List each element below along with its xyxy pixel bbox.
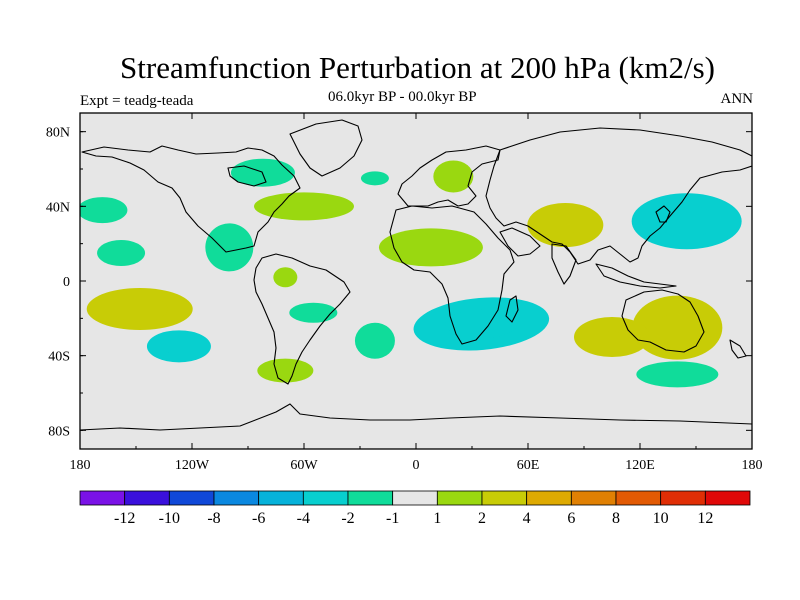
y-tick-label: 80N bbox=[46, 126, 70, 141]
colorbar-label: 2 bbox=[478, 510, 486, 527]
colorbar-swatch bbox=[258, 490, 304, 506]
indonesia-coast bbox=[595, 263, 677, 289]
hudson-bay-coast bbox=[227, 165, 267, 187]
antarctica-coast bbox=[80, 403, 752, 431]
axes: 180 120W 60W 0 60E 120E 180 80N 40N 0 40S 80S bbox=[46, 113, 763, 473]
anomaly-core-south-pacific-subtropical bbox=[111, 296, 168, 322]
coastlines bbox=[80, 119, 752, 431]
y-tick-label: 80S bbox=[48, 424, 70, 439]
anomaly-patagonia bbox=[257, 358, 314, 383]
madagascar-coast bbox=[505, 295, 519, 323]
colorbar-label: 8 bbox=[612, 510, 620, 527]
north-america-coast bbox=[81, 145, 301, 253]
asia-coast bbox=[485, 127, 752, 265]
colorbar-swatch bbox=[347, 490, 394, 506]
experiment-label: Expt = teadg-teada bbox=[80, 93, 194, 109]
anomaly-core-australia bbox=[655, 313, 700, 342]
colorbar-label: -10 bbox=[159, 510, 180, 527]
colorbar-swatch bbox=[213, 490, 260, 506]
colorbar: -12 -10 -8 -6 -4 -2 -1 1 2 4 6 8 10 12 bbox=[79, 490, 751, 527]
anomaly-central-america-west bbox=[205, 223, 254, 272]
colorbar-label: -1 bbox=[386, 510, 399, 527]
anomaly-southern-australia-ocean bbox=[636, 361, 719, 388]
anomaly-hudson-bay bbox=[230, 158, 295, 187]
period-label: 06.0kyr BP - 00.0kyr BP bbox=[328, 89, 477, 105]
colorbar-label: -6 bbox=[252, 510, 265, 527]
anomaly-south-america-north bbox=[273, 267, 298, 288]
colorbar-swatch bbox=[302, 490, 349, 506]
y-tick-label: 40N bbox=[46, 200, 70, 215]
contour-fields bbox=[80, 158, 742, 388]
colorbar-swatch bbox=[481, 490, 528, 506]
anomaly-north-pacific-east bbox=[80, 197, 128, 224]
colorbar-swatch bbox=[526, 490, 572, 506]
australia-coast bbox=[621, 289, 705, 353]
colorbar-label: -12 bbox=[114, 510, 135, 527]
colorbar-swatch bbox=[436, 490, 483, 506]
anomaly-iceland bbox=[360, 171, 389, 186]
anomaly-core-southern-indian-ocean bbox=[602, 331, 622, 343]
colorbar-label: -8 bbox=[207, 510, 220, 527]
anomaly-south-atlantic bbox=[354, 322, 395, 359]
japan-coast bbox=[655, 205, 671, 223]
x-tick-label: 60E bbox=[517, 458, 540, 473]
anomaly-north-america-east bbox=[254, 192, 354, 221]
x-tick-label: 180 bbox=[742, 458, 763, 473]
y-tick-label: 0 bbox=[63, 275, 70, 290]
colorbar-swatch bbox=[615, 490, 662, 506]
africa-coast bbox=[389, 205, 515, 345]
colorbar-swatch bbox=[704, 490, 751, 506]
colorbar-swatch bbox=[570, 490, 617, 506]
x-tick-label: 180 bbox=[70, 458, 91, 473]
chart-title: Streamfunction Perturbation at 200 hPa (… bbox=[120, 50, 715, 85]
new-zealand-coast bbox=[729, 339, 747, 359]
colorbar-swatch bbox=[124, 490, 170, 506]
arabia-coast bbox=[499, 227, 541, 257]
colorbar-label: -4 bbox=[297, 510, 310, 527]
anomaly-northeast-atlantic bbox=[433, 160, 474, 193]
colorbar-label: 10 bbox=[653, 510, 669, 527]
anomaly-core-south-pacific-midlat bbox=[162, 338, 195, 355]
anomaly-core-southern-africa bbox=[445, 309, 518, 338]
south-america-coast bbox=[253, 253, 351, 385]
colorbar-label: 6 bbox=[567, 510, 575, 527]
x-tick-label: 0 bbox=[413, 458, 420, 473]
anomaly-south-america-east bbox=[289, 302, 338, 323]
colorbar-label: 4 bbox=[523, 510, 531, 527]
anomaly-north-africa bbox=[378, 228, 483, 267]
greenland-coast bbox=[289, 119, 363, 177]
india-coast bbox=[551, 243, 577, 285]
season-label: ANN bbox=[720, 91, 754, 107]
colorbar-label: -2 bbox=[341, 510, 354, 527]
colorbar-swatch bbox=[392, 490, 438, 506]
x-tick-label: 60W bbox=[290, 458, 318, 473]
colorbar-swatch bbox=[79, 490, 126, 506]
anomaly-core-central-asia bbox=[551, 216, 580, 234]
colorbar-label: 1 bbox=[433, 510, 441, 527]
europe-coast bbox=[397, 145, 501, 207]
map-background bbox=[80, 113, 752, 449]
colorbar-swatch bbox=[660, 490, 706, 506]
x-tick-label: 120E bbox=[625, 458, 655, 473]
x-tick-label: 120W bbox=[175, 458, 210, 473]
colorbar-label: 12 bbox=[697, 510, 713, 527]
y-tick-label: 40S bbox=[48, 350, 70, 365]
colorbar-swatch bbox=[168, 490, 215, 506]
anomaly-east-pacific-subtropical bbox=[97, 240, 146, 266]
